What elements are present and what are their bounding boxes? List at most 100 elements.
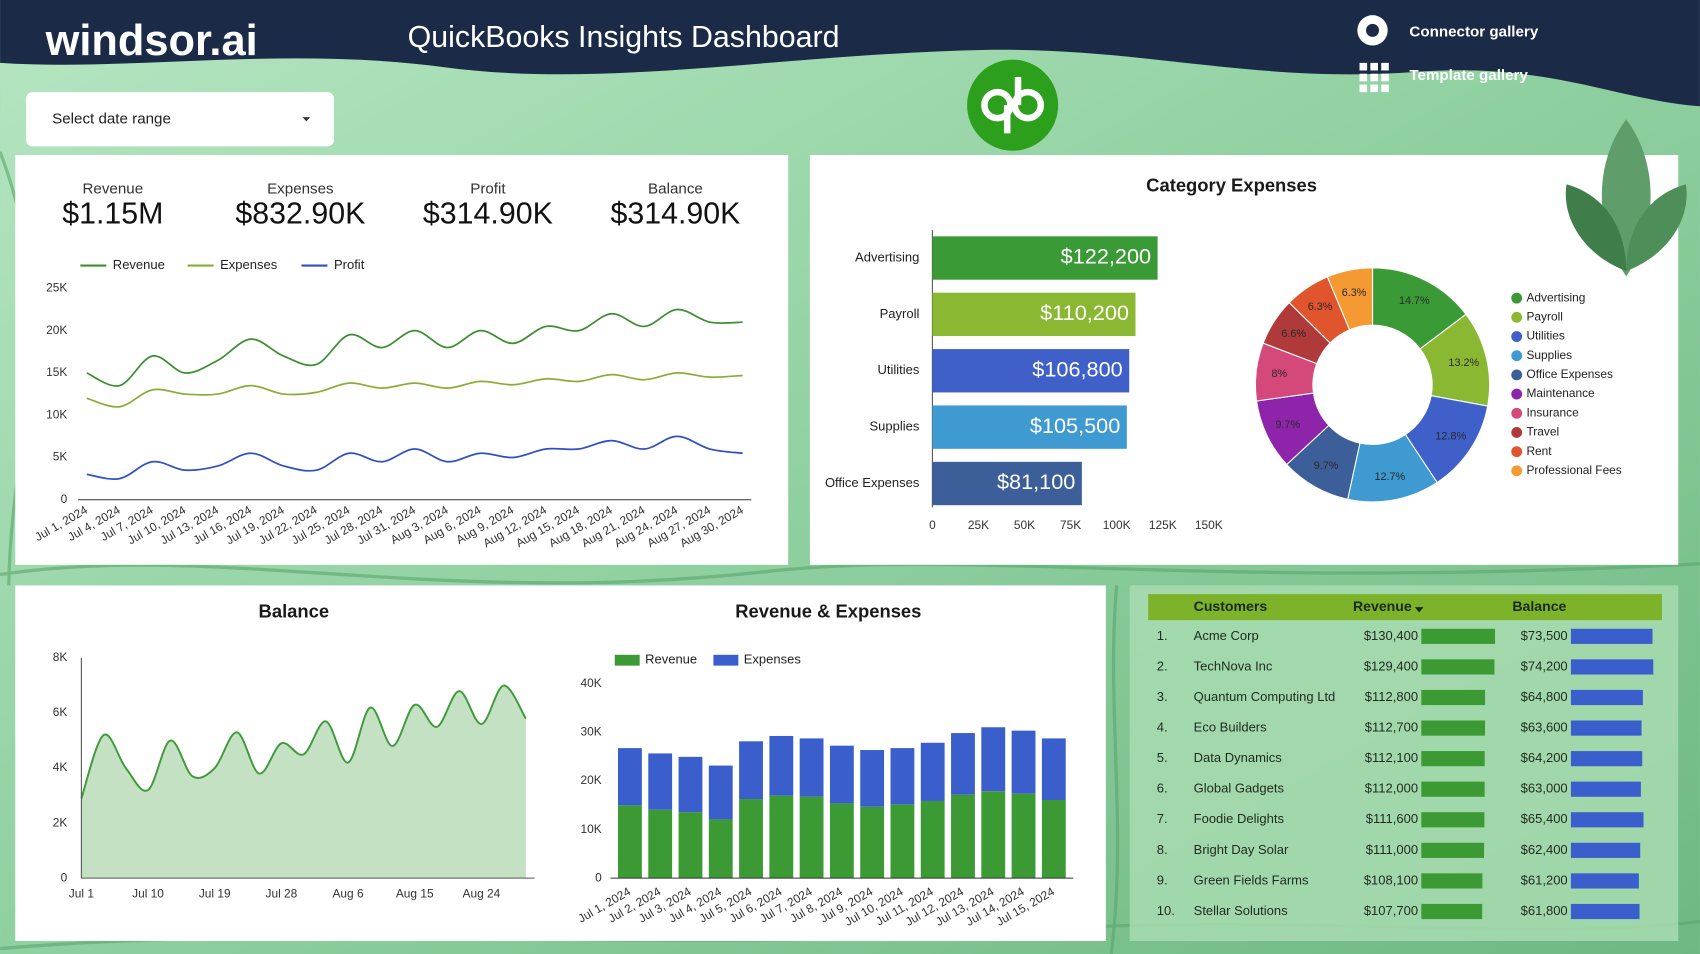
slice-label: 6.3%	[1342, 287, 1367, 299]
connector-gallery-link[interactable]: Connector gallery	[1409, 24, 1538, 41]
balance-bar	[1570, 689, 1643, 706]
bar-segment	[648, 753, 673, 810]
legend-swatch	[1511, 388, 1523, 400]
x-tick-label: 100K	[1103, 518, 1131, 532]
area-fill	[81, 685, 526, 879]
customer: Eco Builders	[1194, 720, 1267, 735]
legend-label: Advertising	[1526, 290, 1585, 304]
legend-label: Utilities	[1526, 329, 1564, 343]
bar-segment	[1011, 793, 1036, 879]
legend-swatch	[1511, 331, 1523, 342]
column-header: Customers	[1194, 598, 1268, 614]
category-label: Advertising	[855, 249, 919, 264]
chart-title: Balance	[259, 600, 330, 621]
revenue: $129,400	[1364, 658, 1418, 673]
bar-segment	[1011, 730, 1036, 794]
legend-swatch	[1511, 292, 1523, 304]
y-tick-label: 10K	[581, 822, 602, 836]
customer: Bright Day Solar	[1194, 842, 1289, 857]
bar-segment	[951, 733, 975, 795]
legend-label: Payroll	[1526, 309, 1562, 323]
bar	[932, 292, 1136, 337]
legend-swatch	[713, 654, 739, 666]
table-header-bar	[1148, 594, 1662, 621]
brand: windsor.ai	[45, 17, 258, 65]
balance: $65,400	[1521, 811, 1568, 826]
y-tick-label: 5K	[53, 450, 68, 464]
revenue: $112,100	[1365, 750, 1418, 765]
bar-segment	[860, 806, 885, 879]
legend-swatch	[614, 654, 640, 666]
revenue: $111,000	[1366, 842, 1418, 857]
kpi-label: Revenue	[82, 181, 143, 198]
customer: Acme Corp	[1194, 628, 1259, 643]
kpi-value: $832.90K	[235, 198, 365, 231]
slice-label: 12.7%	[1374, 471, 1405, 483]
legend-label: Professional Fees	[1526, 463, 1621, 477]
legend-label: Travel	[1526, 425, 1559, 439]
bar-segment	[951, 794, 975, 879]
rank: 9.	[1157, 872, 1168, 887]
chart-title: Category Expenses	[1146, 174, 1317, 195]
rank: 8.	[1157, 842, 1168, 857]
balance-bar	[1570, 659, 1654, 675]
customer: Stellar Solutions	[1194, 903, 1288, 918]
balance: $63,000	[1521, 781, 1568, 796]
x-tick-label: 75K	[1060, 518, 1081, 532]
y-tick-label: 2K	[53, 815, 68, 829]
bar-segment	[708, 819, 733, 879]
legend-label: Office Expenses	[1526, 367, 1613, 381]
bar-segment	[1041, 800, 1066, 879]
x-tick-label: Aug 15	[396, 887, 434, 901]
y-tick-label: 20K	[581, 773, 602, 787]
bar	[932, 236, 1158, 280]
x-tick-label: Aug 6	[333, 887, 364, 901]
slice-label: 13.2%	[1448, 357, 1479, 369]
balance-bar	[1570, 781, 1641, 797]
legend-label: Revenue	[645, 652, 697, 667]
legend-label: Profit	[334, 257, 365, 272]
y-tick-label: 0	[61, 870, 68, 884]
bar-segment	[618, 805, 642, 879]
bar-segment	[799, 738, 824, 797]
balance-bar	[1570, 812, 1644, 828]
series-line	[86, 435, 743, 480]
rank: 3.	[1157, 689, 1168, 704]
x-tick-label: Jul 28	[266, 887, 298, 901]
bar-segment	[981, 727, 1006, 792]
category-label: Office Expenses	[825, 475, 920, 490]
slice-label: 9.7%	[1314, 460, 1339, 472]
date-picker-label[interactable]: Select date range	[52, 110, 171, 127]
balance-bar	[1570, 628, 1653, 644]
rank: 2.	[1157, 658, 1168, 673]
bar-segment	[678, 812, 703, 879]
y-tick-label: 10K	[46, 407, 67, 421]
dashboard-title: QuickBooks Insights Dashboard	[408, 21, 840, 54]
rank: 6.	[1157, 781, 1168, 796]
y-tick-label: 40K	[581, 676, 602, 690]
series-line	[86, 308, 743, 387]
y-tick-label: 0	[61, 492, 68, 506]
balance: $61,200	[1521, 872, 1568, 887]
revenue-bar	[1421, 812, 1485, 828]
y-tick-label: 30K	[581, 725, 602, 739]
y-tick-label: 0	[595, 870, 602, 884]
slice-label: 12.8%	[1435, 430, 1466, 442]
bar-segment	[829, 745, 854, 804]
bar	[932, 405, 1127, 449]
legend-label: Insurance	[1526, 405, 1579, 419]
rank: 4.	[1157, 720, 1168, 735]
bar-segment	[920, 742, 945, 801]
value-label: $81,100	[997, 469, 1075, 494]
date-picker[interactable]	[26, 92, 334, 147]
balance-bar	[1570, 751, 1643, 767]
panel	[15, 155, 789, 565]
kpi-label: Expenses	[267, 181, 334, 198]
balance: $74,200	[1521, 658, 1568, 673]
legend-swatch	[1511, 446, 1523, 458]
legend-label: Rent	[1526, 444, 1552, 458]
template-gallery-link[interactable]: Template gallery	[1409, 67, 1528, 84]
sort-icon[interactable]	[1414, 607, 1424, 613]
